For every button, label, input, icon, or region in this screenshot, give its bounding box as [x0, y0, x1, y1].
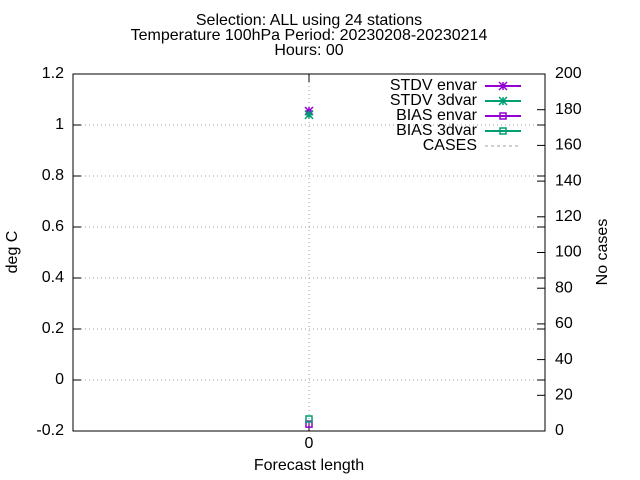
- chart-title: Temperature 100hPa Period: 20230208-2023…: [131, 27, 488, 44]
- y-tick-label: 1.2: [42, 65, 64, 82]
- y-tick-label: 0.8: [42, 167, 64, 184]
- y-tick-label: 0: [55, 371, 64, 388]
- marker: [304, 110, 314, 120]
- y2-tick-label: 40: [555, 351, 573, 368]
- legend-label: BIAS 3dvar: [396, 122, 478, 139]
- legend-label: CASES: [423, 137, 477, 154]
- marker: [305, 415, 313, 423]
- y2-axis-label: No cases: [594, 219, 611, 286]
- y2-tick-label: 80: [555, 279, 573, 296]
- y-axis-label: deg C: [4, 231, 21, 274]
- legend-label: STDV 3dvar: [390, 92, 478, 109]
- x-tick-label: 0: [305, 435, 314, 452]
- y2-tick-label: 140: [555, 172, 582, 189]
- x-axis-label: Forecast length: [254, 457, 364, 474]
- legend-label: STDV envar: [390, 77, 478, 94]
- y2-tick-label: 0: [555, 422, 564, 439]
- y2-tick-label: 60: [555, 315, 573, 332]
- y2-tick-label: 120: [555, 208, 582, 225]
- legend-marker: [498, 96, 508, 106]
- y2-tick-label: 160: [555, 137, 582, 154]
- legend-label: BIAS envar: [396, 107, 478, 124]
- y-tick-label: 0.4: [42, 269, 64, 286]
- y-tick-label: 0.6: [42, 218, 64, 235]
- chart-title: Selection: ALL using 24 stations: [196, 12, 422, 29]
- y-tick-label: 1: [55, 116, 64, 133]
- y2-tick-label: 180: [555, 101, 582, 118]
- plot-border: [72, 73, 546, 432]
- legend-marker: [499, 112, 507, 120]
- y2-tick-label: 20: [555, 387, 573, 404]
- y2-tick-label: 100: [555, 244, 582, 261]
- y2-tick-label: 200: [555, 65, 582, 82]
- marker: [305, 420, 313, 428]
- legend-marker: [499, 127, 507, 135]
- y-tick-label: 0.2: [42, 320, 64, 337]
- legend-marker: [498, 81, 508, 91]
- chart-title: Hours: 00: [274, 42, 343, 59]
- y-tick-label: -0.2: [36, 422, 64, 439]
